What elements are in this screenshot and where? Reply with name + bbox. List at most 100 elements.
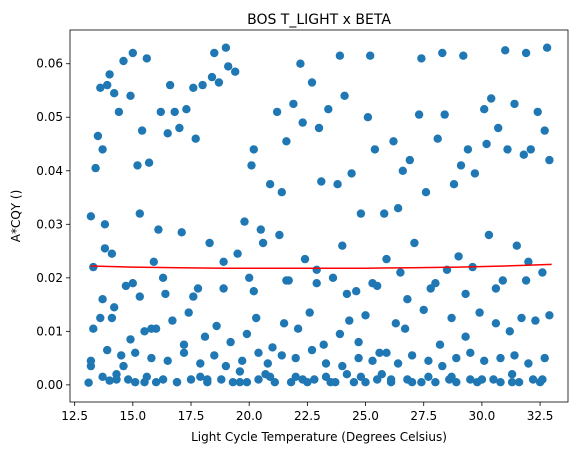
data-point [307, 345, 317, 355]
data-point [151, 378, 161, 387]
data-point [512, 241, 521, 250]
data-point [96, 83, 105, 93]
data-point [196, 372, 205, 381]
data-point [189, 292, 198, 301]
data-point [196, 359, 205, 368]
data-point [91, 163, 100, 173]
x-tick-label: 25.0 [352, 409, 379, 423]
data-point [249, 287, 258, 296]
data-point [177, 228, 186, 237]
data-point [449, 180, 459, 189]
data-point [203, 375, 212, 384]
data-point [221, 43, 231, 52]
data-point [135, 292, 144, 301]
data-point [110, 303, 119, 312]
data-point [363, 113, 373, 122]
data-point [128, 279, 137, 288]
data-point [373, 281, 382, 291]
data-point [461, 332, 470, 341]
x-tick-label: 17.5 [178, 409, 205, 423]
data-point [242, 329, 252, 339]
data-point [470, 169, 480, 178]
data-point [433, 134, 442, 143]
data-point [393, 359, 403, 368]
data-point [398, 166, 407, 175]
data-point [198, 80, 207, 90]
data-point [105, 376, 114, 385]
data-point [249, 145, 258, 154]
data-point [265, 372, 275, 381]
data-point [424, 372, 433, 381]
x-tick-label: 20.0 [236, 409, 263, 423]
data-point [114, 107, 124, 117]
data-point [124, 375, 133, 384]
x-tick-label: 30.0 [469, 409, 496, 423]
data-point [242, 378, 252, 387]
data-point [233, 249, 242, 258]
data-point [540, 353, 549, 363]
data-point [151, 324, 161, 333]
data-point [538, 268, 547, 277]
data-point [328, 273, 338, 282]
data-point [147, 353, 156, 363]
data-point [217, 375, 226, 384]
data-point [135, 209, 144, 218]
data-point [126, 91, 135, 101]
data-point [158, 375, 168, 384]
data-point [400, 324, 410, 333]
data-point [338, 361, 347, 371]
data-point [431, 279, 440, 288]
data-point [491, 284, 501, 293]
data-point [312, 265, 321, 274]
data-point [407, 351, 417, 360]
data-point [98, 295, 107, 304]
y-tick-label: 0.06 [36, 57, 63, 71]
data-point [268, 343, 277, 352]
data-point [89, 324, 98, 333]
data-point [200, 332, 210, 341]
data-point [105, 70, 114, 79]
data-point [352, 287, 361, 296]
data-point [193, 284, 203, 293]
y-tick-label: 0.00 [36, 378, 63, 392]
data-point [326, 378, 335, 387]
data-point [454, 252, 463, 261]
data-point [126, 335, 135, 344]
data-point [496, 353, 505, 363]
data-point [184, 308, 193, 317]
data-point [540, 126, 549, 135]
data-point [144, 158, 154, 167]
data-point [161, 289, 170, 299]
data-point [438, 361, 447, 371]
data-point [405, 155, 414, 165]
y-axis: 0.00 0.01 0.02 0.03 0.04 0.05 0.06 [36, 57, 70, 392]
data-point [342, 370, 352, 379]
data-point [366, 51, 375, 60]
data-point [503, 145, 512, 154]
x-tick-label: 12.5 [61, 409, 88, 423]
data-point [484, 230, 494, 240]
y-axis-title: A*CQY () [9, 190, 23, 243]
data-point [314, 123, 324, 133]
data-point [165, 80, 175, 90]
data-point [407, 378, 417, 387]
data-point [247, 161, 256, 170]
data-point [289, 99, 298, 109]
data-point [93, 131, 103, 141]
data-point [131, 378, 140, 387]
data-point [121, 281, 131, 291]
data-point [545, 155, 554, 165]
data-point [103, 80, 112, 90]
data-point [238, 356, 247, 365]
data-point [265, 180, 275, 189]
data-point [98, 145, 107, 154]
data-point [452, 353, 461, 363]
data-point [117, 351, 126, 360]
x-tick-label: 32.5 [527, 409, 554, 423]
data-point [489, 375, 498, 384]
data-point [466, 348, 475, 357]
data-point [507, 378, 517, 387]
data-point [212, 321, 221, 331]
data-point [89, 262, 98, 272]
data-point [189, 83, 198, 93]
